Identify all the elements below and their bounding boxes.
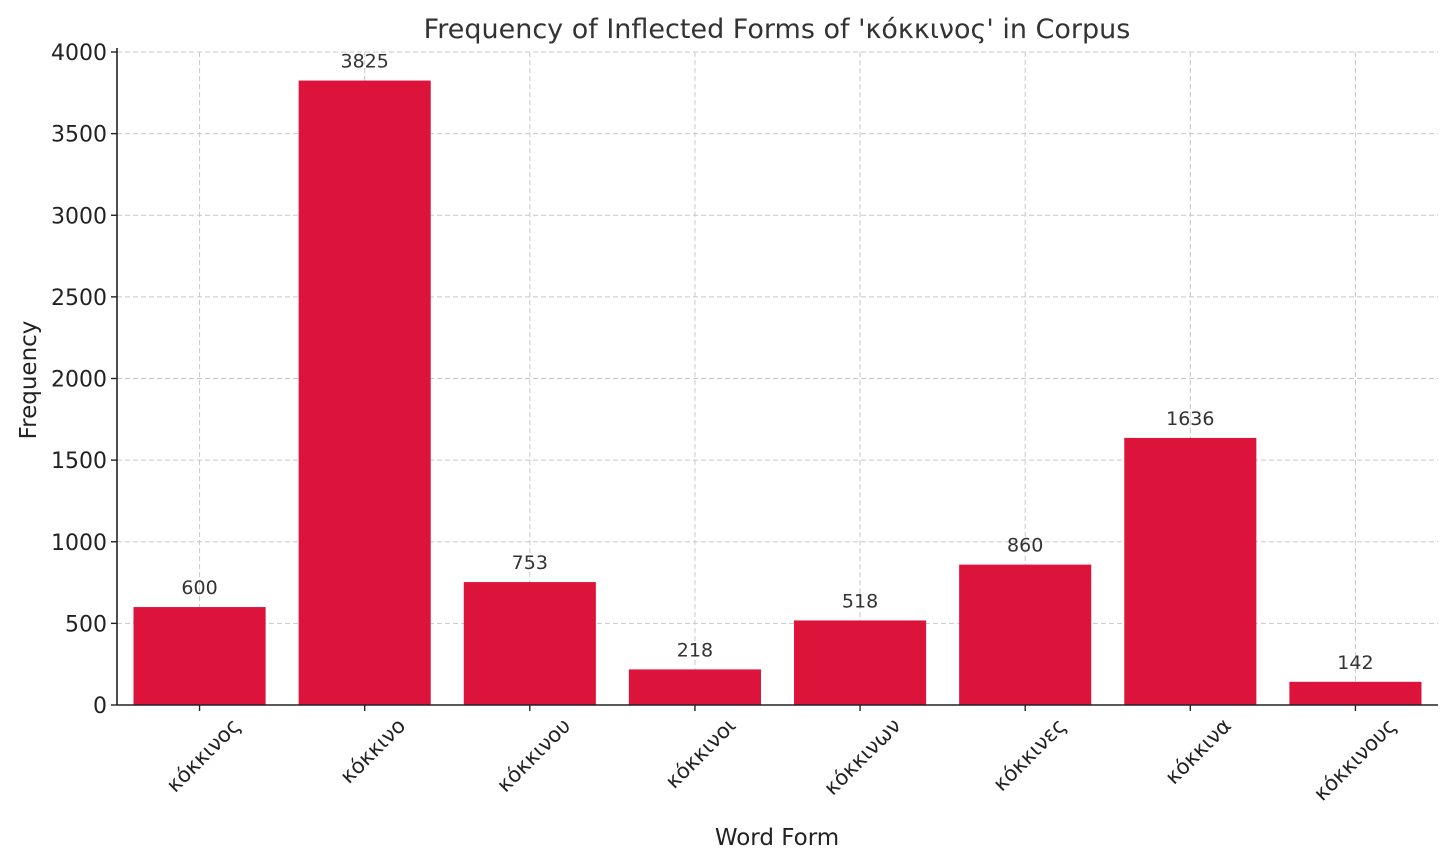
data-labels: 600 3825 753 218 518 860 1636 142 <box>181 51 1373 674</box>
bar-value-label: 753 <box>512 552 548 574</box>
x-tick-labels: κόκκινος κόκκινο κόκκινου κόκκινοι κόκκινων κ… <box>162 714 1401 806</box>
y-tick-label: 3500 <box>51 123 107 148</box>
y-tick-label: 1000 <box>51 531 107 556</box>
y-tick-labels: 0 500 1000 1500 2000 2500 3000 3500 4000 <box>51 41 107 719</box>
bar <box>463 582 596 705</box>
y-tick-label: 0 <box>93 694 107 719</box>
x-tick-label: κόκκινου <box>492 714 575 797</box>
bar-value-label: 600 <box>181 577 217 599</box>
bar <box>1289 681 1422 705</box>
bar <box>794 620 927 705</box>
y-tick-label: 1500 <box>51 449 107 474</box>
bar <box>1124 437 1257 705</box>
bar-value-label: 1636 <box>1166 408 1214 430</box>
axes <box>111 48 1438 711</box>
y-tick-label: 2000 <box>51 368 107 393</box>
x-tick-label: κόκκινους <box>1309 714 1401 806</box>
bar-value-label: 860 <box>1007 535 1043 557</box>
x-axis-label: Word Form <box>715 825 839 851</box>
bar <box>628 669 761 705</box>
bar-value-label: 142 <box>1337 652 1373 674</box>
y-tick-label: 4000 <box>51 41 107 66</box>
bar <box>298 80 431 706</box>
bar <box>133 607 266 705</box>
y-tick-label: 3000 <box>51 204 107 229</box>
x-tick-label: κόκκινοι <box>661 714 741 794</box>
bar <box>959 564 1092 705</box>
x-tick-label: κόκκινων <box>819 714 905 800</box>
y-tick-label: 2500 <box>51 286 107 311</box>
bars <box>133 80 1422 706</box>
bar-value-label: 3825 <box>341 51 389 73</box>
y-axis-label: Frequency <box>16 321 42 440</box>
chart-title: Frequency of Inflected Forms of 'κόκκινο… <box>424 14 1131 45</box>
y-tick-label: 500 <box>65 612 107 637</box>
bar-value-label: 218 <box>677 639 713 661</box>
bar-value-label: 518 <box>842 590 878 612</box>
x-tick-label: κόκκινα <box>1160 714 1235 789</box>
x-tick-label: κόκκινος <box>162 714 245 797</box>
x-tick-label: κόκκινες <box>988 714 1070 796</box>
x-tick-label: κόκκινο <box>336 714 411 789</box>
